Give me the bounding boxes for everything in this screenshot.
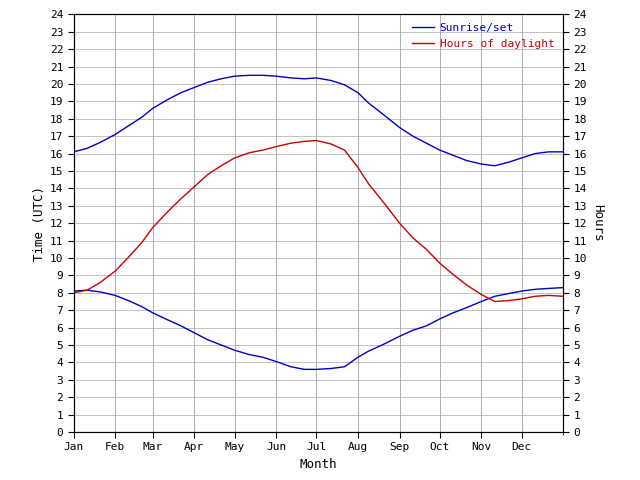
X-axis label: Month: Month bbox=[300, 458, 337, 471]
Y-axis label: Hours: Hours bbox=[591, 204, 604, 242]
Y-axis label: Time (UTC): Time (UTC) bbox=[33, 186, 45, 261]
Legend: Sunrise/set, Hours of daylight: Sunrise/set, Hours of daylight bbox=[408, 20, 557, 52]
